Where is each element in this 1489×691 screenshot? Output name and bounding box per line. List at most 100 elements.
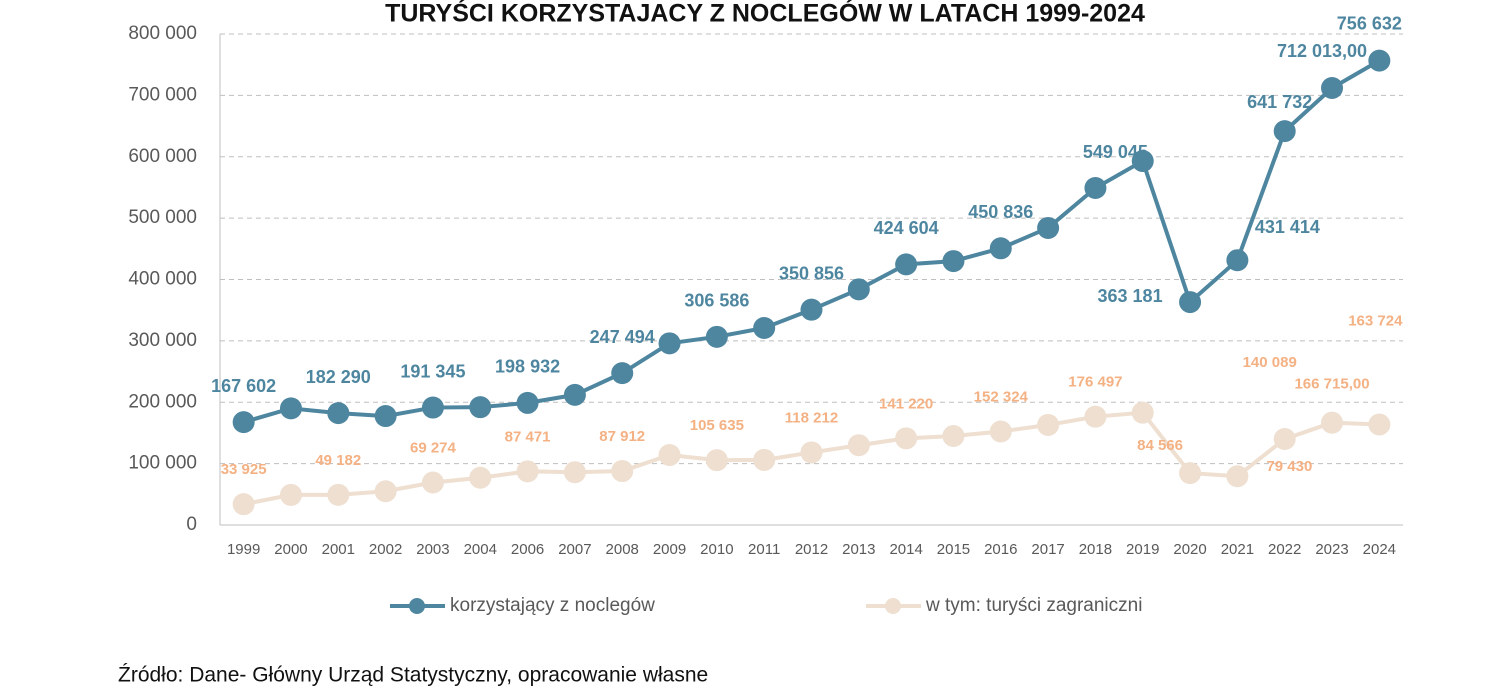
x-tick-label: 2011 bbox=[748, 541, 780, 558]
data-point bbox=[847, 278, 870, 301]
data-point bbox=[516, 460, 539, 483]
data-point bbox=[753, 316, 776, 339]
x-tick-label: 2014 bbox=[889, 541, 922, 558]
data-label: 306 586 bbox=[684, 291, 749, 311]
chart-title: TURYŚCI KORZYSTAJACY Z NOCLEGÓW W LATACH… bbox=[385, 0, 1145, 28]
x-tick-label: 2006 bbox=[511, 541, 544, 558]
y-tick-label: 400 000 bbox=[128, 269, 197, 290]
data-label: 363 181 bbox=[1098, 286, 1163, 306]
data-point bbox=[895, 427, 918, 450]
data-label: 166 715,00 bbox=[1294, 376, 1369, 393]
data-point bbox=[847, 434, 870, 457]
data-point bbox=[563, 461, 586, 484]
x-tick-label: 2020 bbox=[1173, 541, 1206, 558]
data-label: 118 212 bbox=[785, 409, 838, 426]
data-label: 191 345 bbox=[400, 361, 465, 381]
data-label: 152 324 bbox=[974, 388, 1029, 405]
data-point bbox=[1321, 77, 1344, 100]
data-point bbox=[516, 391, 539, 414]
data-label: 69 274 bbox=[410, 439, 457, 456]
data-label: 756 632 bbox=[1337, 13, 1402, 33]
x-tick-label: 2008 bbox=[606, 541, 639, 558]
data-label: 33 925 bbox=[221, 461, 267, 478]
data-point bbox=[327, 402, 350, 425]
data-point bbox=[279, 483, 302, 506]
data-label: 424 604 bbox=[874, 218, 939, 238]
data-label: 431 414 bbox=[1255, 217, 1320, 237]
data-point bbox=[1037, 413, 1060, 436]
data-point bbox=[942, 425, 965, 448]
data-point bbox=[1131, 150, 1154, 173]
x-tick-label: 2009 bbox=[653, 541, 686, 558]
y-tick-label: 300 000 bbox=[128, 330, 197, 351]
y-tick-label: 500 000 bbox=[128, 207, 197, 228]
data-point bbox=[1368, 413, 1391, 436]
data-point bbox=[421, 471, 444, 494]
data-point bbox=[1179, 462, 1202, 485]
data-label: 87 471 bbox=[505, 428, 551, 445]
x-tick-label: 2019 bbox=[1126, 541, 1159, 558]
y-tick-label: 800 000 bbox=[128, 23, 197, 44]
data-point bbox=[232, 493, 255, 516]
data-point bbox=[563, 383, 586, 406]
data-point bbox=[374, 480, 397, 503]
data-point bbox=[1037, 216, 1060, 239]
data-label: 712 013,00 bbox=[1277, 41, 1367, 61]
data-label: 141 220 bbox=[879, 395, 933, 412]
data-point bbox=[800, 441, 823, 464]
x-tick-label: 2007 bbox=[558, 541, 591, 558]
data-label: 182 290 bbox=[306, 367, 371, 387]
data-point bbox=[1084, 405, 1107, 428]
x-tick-label: 2017 bbox=[1031, 541, 1064, 558]
y-tick-label: 200 000 bbox=[128, 391, 197, 412]
data-point bbox=[800, 298, 823, 321]
y-tick-label: 700 000 bbox=[128, 84, 197, 105]
data-point bbox=[374, 405, 397, 428]
data-label: 350 856 bbox=[779, 263, 844, 283]
x-tick-label: 2010 bbox=[700, 541, 733, 558]
y-tick-label: 0 bbox=[186, 514, 197, 535]
x-tick-label: 2004 bbox=[464, 541, 497, 558]
x-tick-label: 2018 bbox=[1079, 541, 1112, 558]
data-point bbox=[753, 448, 776, 471]
x-tick-label: 2001 bbox=[322, 541, 355, 558]
data-point bbox=[611, 362, 634, 385]
x-tick-label: 2024 bbox=[1363, 541, 1396, 558]
x-tick-label: 2021 bbox=[1221, 541, 1254, 558]
data-label: 167 602 bbox=[211, 376, 276, 396]
data-label: 198 932 bbox=[495, 357, 560, 377]
data-label: 549 045 bbox=[1083, 142, 1148, 162]
data-label: 79 430 bbox=[1266, 458, 1312, 475]
legend-label: korzystający z noclegów bbox=[450, 595, 655, 616]
data-label: 84 566 bbox=[1137, 437, 1183, 454]
y-tick-label: 100 000 bbox=[128, 453, 197, 474]
data-label: 163 724 bbox=[1348, 312, 1403, 329]
data-point bbox=[279, 397, 302, 420]
legend-label: w tym: turyści zagraniczni bbox=[925, 595, 1142, 616]
data-point bbox=[1273, 120, 1296, 143]
data-label: 450 836 bbox=[968, 202, 1033, 222]
x-tick-label: 2000 bbox=[274, 541, 307, 558]
data-point bbox=[1131, 401, 1154, 424]
data-label: 87 912 bbox=[599, 428, 645, 445]
data-point bbox=[1179, 291, 1202, 314]
source-note: Źródło: Dane- Główny Urząd Statystyczny,… bbox=[118, 664, 708, 687]
data-label: 641 732 bbox=[1247, 92, 1312, 112]
data-label: 140 089 bbox=[1243, 354, 1297, 371]
data-point bbox=[232, 411, 255, 434]
data-point bbox=[1084, 177, 1107, 200]
data-point bbox=[942, 250, 965, 273]
data-point bbox=[705, 449, 728, 472]
x-tick-label: 1999 bbox=[227, 541, 260, 558]
data-point bbox=[658, 332, 681, 355]
data-point bbox=[421, 396, 444, 419]
data-point bbox=[1226, 465, 1249, 488]
x-tick-label: 2002 bbox=[369, 541, 402, 558]
y-tick-label: 600 000 bbox=[128, 146, 197, 167]
data-point bbox=[1368, 49, 1391, 72]
data-label: 176 497 bbox=[1068, 374, 1122, 391]
data-label: 49 182 bbox=[315, 452, 361, 469]
data-label: 105 635 bbox=[690, 417, 744, 434]
